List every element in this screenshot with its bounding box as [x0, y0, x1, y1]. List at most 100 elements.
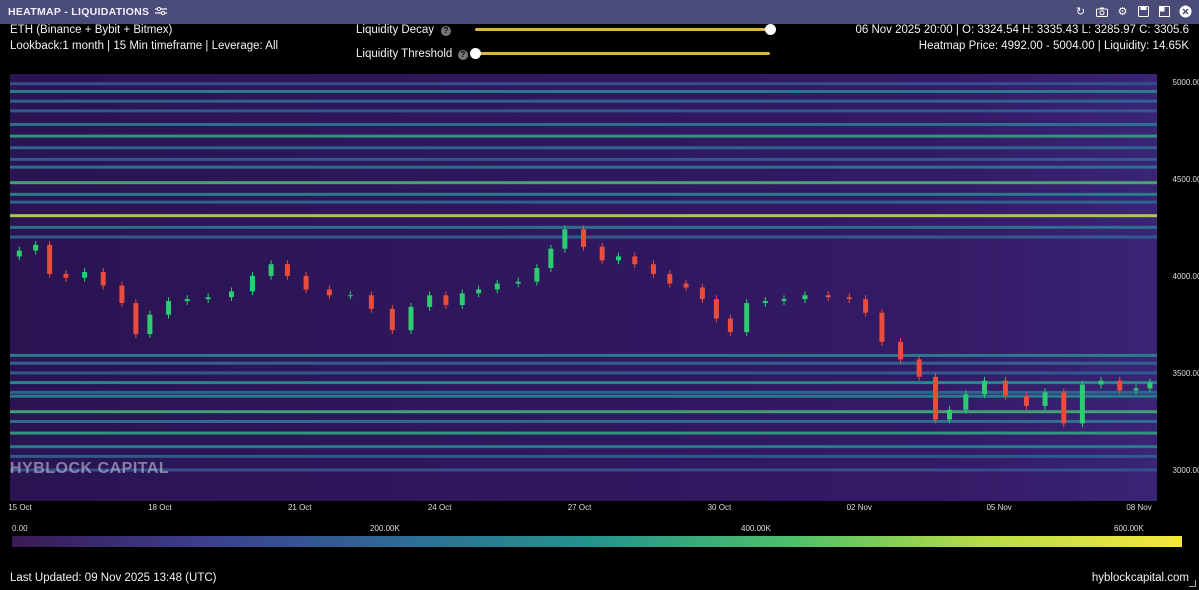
- liquidity-threshold-handle[interactable]: [469, 48, 481, 59]
- candle-body: [650, 264, 656, 274]
- liquidity-band: [10, 99, 1157, 103]
- liquidity-band: [10, 361, 1157, 365]
- liquidity-band: [10, 390, 1157, 394]
- liquidity-band: [10, 431, 1157, 435]
- liquidity-band: [10, 468, 1157, 472]
- candle-body: [699, 287, 705, 300]
- candle-body: [683, 283, 689, 288]
- y-tick-label: 4500.00: [1173, 175, 1199, 184]
- colorbar-tick-label: 400.00K: [741, 524, 771, 533]
- liquidity-band: [10, 353, 1157, 357]
- candle-body: [744, 303, 750, 333]
- last-updated-label: Last Updated: 09 Nov 2025 13:48 (UTC): [10, 572, 217, 584]
- candle-body: [147, 314, 153, 335]
- candle-body: [781, 299, 787, 302]
- symbol-label: ETH (Binance + Bybit + Bitmex): [10, 24, 173, 36]
- liquidity-band: [10, 214, 1157, 218]
- candle-body: [863, 299, 869, 313]
- candle-body: [47, 244, 53, 274]
- expand-icon[interactable]: [1157, 4, 1172, 19]
- liquidity-band: [10, 181, 1157, 185]
- liquidity-band: [10, 200, 1157, 204]
- candle-body: [846, 297, 852, 300]
- resize-handle[interactable]: [1189, 580, 1196, 587]
- site-link[interactable]: hyblockcapital.com: [1091, 572, 1189, 584]
- filter-icon[interactable]: [155, 5, 168, 19]
- candle-body: [825, 295, 831, 298]
- liquidity-band: [10, 146, 1157, 150]
- camera-icon[interactable]: [1094, 4, 1109, 19]
- liquidity-band: [10, 165, 1157, 169]
- candle-body: [347, 295, 353, 297]
- help-icon[interactable]: ?: [458, 50, 468, 60]
- candle-body: [63, 273, 69, 278]
- liquidity-band: [10, 134, 1157, 138]
- candle-body: [33, 244, 39, 251]
- candle-body: [581, 229, 586, 247]
- candle-body: [1042, 392, 1048, 406]
- candle-body: [1023, 396, 1029, 406]
- colorbar-tick-label: 0.00: [12, 524, 28, 533]
- liquidity-band: [10, 454, 1157, 458]
- candle-body: [802, 295, 808, 300]
- candle-body: [762, 301, 768, 304]
- settings-icon[interactable]: ⚙: [1117, 6, 1128, 18]
- liquidity-threshold-slider[interactable]: [475, 52, 770, 55]
- candle-body: [368, 295, 374, 309]
- candle-body: [562, 229, 568, 249]
- candle-body: [166, 301, 172, 315]
- liquidity-band: [10, 410, 1157, 414]
- x-tick-label: 24 Oct: [428, 503, 452, 512]
- liquidity-band: [10, 157, 1157, 161]
- candle-body: [205, 297, 211, 300]
- save-icon[interactable]: [1136, 4, 1151, 19]
- candle-body: [879, 312, 885, 342]
- candle-body: [548, 248, 554, 269]
- liquidity-band: [10, 122, 1157, 126]
- x-tick-label: 30 Oct: [708, 503, 732, 512]
- x-tick-label: 21 Oct: [288, 503, 312, 512]
- candle-body: [389, 308, 395, 331]
- x-tick-label: 18 Oct: [148, 503, 172, 512]
- y-tick-label: 4000.00: [1173, 272, 1199, 281]
- liquidity-decay-slider[interactable]: [475, 28, 770, 31]
- candle-body: [727, 318, 733, 333]
- candle-body: [534, 268, 540, 282]
- candle-body: [1098, 380, 1104, 385]
- candle-body: [515, 281, 521, 284]
- window-controls: ↻ ⚙: [1073, 4, 1193, 19]
- help-icon[interactable]: ?: [441, 26, 451, 36]
- candle-body: [119, 285, 125, 304]
- liquidity-band: [10, 109, 1157, 113]
- watermark-logo: HYBLOCK CAPITAL: [10, 460, 170, 477]
- candle-body: [459, 293, 465, 305]
- candle-body: [476, 289, 482, 294]
- liquidity-decay-label: Liquidity Decay: [356, 24, 434, 36]
- refresh-icon[interactable]: ↻: [1075, 6, 1086, 18]
- candle-body: [133, 303, 139, 335]
- ohlc-readout: 06 Nov 2025 20:00 | O: 3324.54 H: 3335.4…: [855, 24, 1189, 36]
- candle-body: [16, 250, 22, 257]
- window-titlebar: HEATMAP - LIQUIDATIONS ↻ ⚙: [0, 0, 1199, 24]
- y-tick-label: 3500.00: [1173, 369, 1199, 378]
- candle-body: [916, 359, 922, 377]
- candle-body: [100, 271, 106, 286]
- liquidity-decay-handle[interactable]: [764, 24, 776, 35]
- lookback-label: Lookback:1 month | 15 Min timeframe | Le…: [10, 40, 279, 52]
- x-tick-label: 27 Oct: [568, 503, 592, 512]
- heatmap-background: [10, 74, 1157, 501]
- window-title: HEATMAP - LIQUIDATIONS: [8, 6, 150, 18]
- colorbar-tick-label: 600.00K: [1114, 524, 1144, 533]
- heatmap-chart[interactable]: 5000.00 4500.00 4000.00 3500.00 3000.00 15 O…: [0, 70, 1199, 515]
- candle-body: [933, 376, 939, 420]
- candle-body: [427, 295, 433, 307]
- liquidity-threshold-label: Liquidity Threshold: [356, 48, 453, 60]
- candle-body: [228, 291, 234, 298]
- candle-body: [713, 299, 719, 319]
- close-icon[interactable]: [1178, 4, 1193, 19]
- colorbar-tick-label: 200.00K: [370, 524, 400, 533]
- candle-body: [494, 283, 500, 290]
- candle-body: [443, 295, 449, 305]
- candle-body: [947, 409, 953, 420]
- colorbar: [12, 536, 1182, 547]
